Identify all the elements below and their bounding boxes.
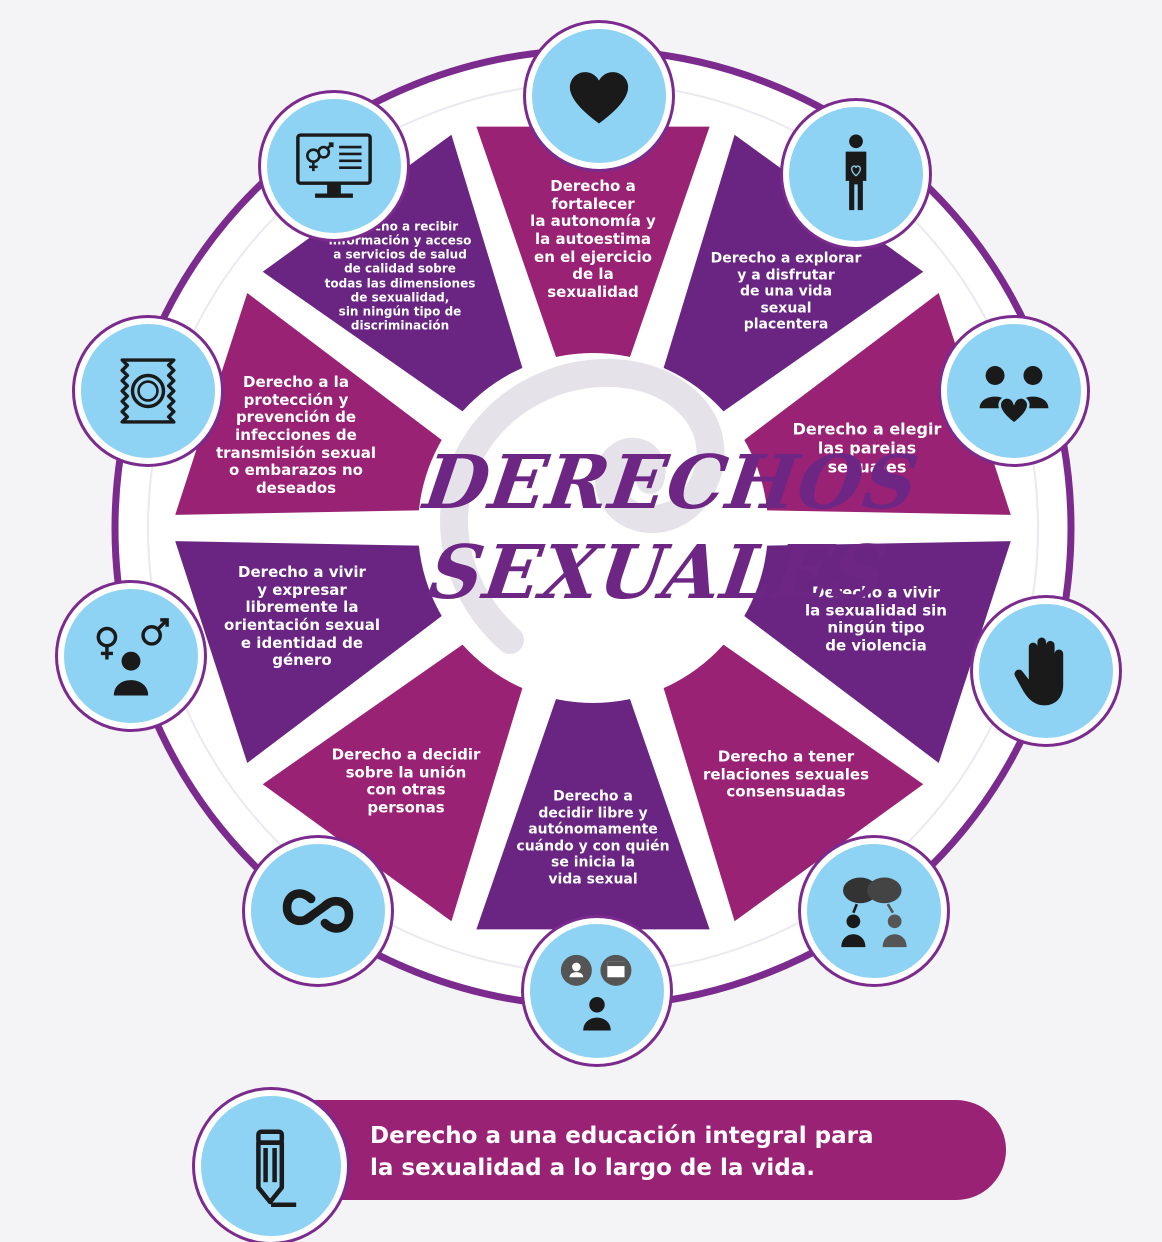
gender-person-icon — [96, 618, 169, 696]
segment-2 — [663, 134, 924, 412]
segment-3 — [744, 293, 1011, 515]
badge-10 — [261, 93, 407, 239]
education-banner — [300, 1100, 1006, 1200]
gender-monitor-icon — [296, 133, 372, 198]
segment-4 — [744, 541, 1011, 763]
decision-calendar-icon — [560, 954, 632, 1031]
segment-1 — [476, 126, 710, 357]
segment-9 — [175, 293, 442, 515]
segment-label-4: Derecho a vivir la sexualidad sin ningún… — [805, 583, 947, 655]
segment-label-1: Derecho a fortalecer la autonomía y la a… — [530, 177, 656, 302]
pencil-icon — [256, 1129, 297, 1207]
segment-label-10: Derecho a recibir información y acceso a… — [324, 219, 476, 333]
badge-7 — [245, 838, 391, 984]
badge-1 — [526, 23, 672, 169]
stop-hand-icon — [1014, 637, 1064, 706]
segment-label-2: Derecho a explorar y a disfrutar de una … — [710, 250, 862, 333]
segment-5 — [663, 644, 924, 922]
badge-4 — [973, 598, 1119, 744]
badge-9 — [75, 318, 221, 464]
segment-10 — [262, 134, 523, 412]
segment-8 — [175, 541, 442, 763]
badge-8 — [58, 583, 204, 729]
title-line-2: SEXUALES — [423, 530, 893, 616]
title-line-1: DERECHOS — [418, 440, 925, 526]
condom-icon — [120, 358, 176, 424]
linked-rings-icon — [282, 889, 354, 933]
segment-label-9: Derecho a la protección y prevención de … — [215, 373, 377, 498]
swirl-watermark — [440, 358, 725, 654]
segment-label-7: Derecho a decidir sobre la unión con otr… — [331, 745, 481, 817]
conversation-icon — [841, 877, 907, 948]
segments-group — [175, 126, 1011, 930]
segment-7 — [262, 644, 523, 922]
segment-6 — [476, 699, 710, 930]
badge-5 — [801, 838, 947, 984]
heart-icon — [569, 72, 629, 124]
pencil-badge — [195, 1090, 347, 1242]
badge-3 — [941, 318, 1087, 464]
badge-6 — [524, 918, 670, 1064]
segment-label-6: Derecho a decidir libre y autónomamente … — [516, 788, 670, 888]
badge-2 — [783, 101, 929, 247]
segment-label-8: Derecho a vivir y expresar libremente la… — [224, 562, 380, 670]
education-banner-text: Derecho a una educación integral para la… — [370, 1123, 874, 1182]
segment-label-5: Derecho a tener relaciones sexuales cons… — [703, 747, 869, 801]
couple-heart-icon — [979, 366, 1049, 426]
person-heart-icon — [845, 134, 867, 211]
segment-label-3: Derecho a elegir las parejas sexuales — [792, 419, 942, 477]
center-disc — [418, 353, 768, 703]
